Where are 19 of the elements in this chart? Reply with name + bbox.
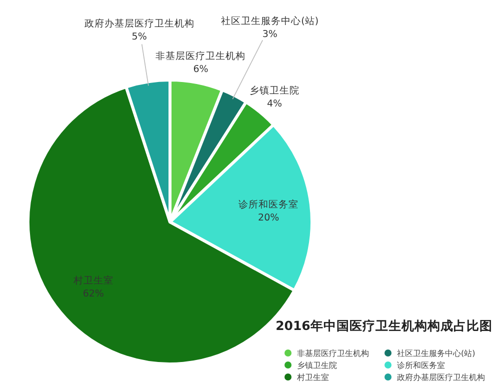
data-label: 4% <box>267 98 282 110</box>
slice-label: 社区卫生服务中心(站) <box>221 14 319 27</box>
legend-label: 村卫生室 <box>296 373 329 382</box>
data-label: 5% <box>132 31 147 42</box>
slice-label: 政府办基层医疗卫生机构 <box>84 17 194 30</box>
legend-label: 乡镇卫生院 <box>297 361 337 370</box>
text: 2016年中国医疗卫生机构构成占比图 <box>276 318 492 333</box>
slice-label: 乡镇卫生院 <box>250 84 300 97</box>
slice-label: 诊所和医务室 <box>238 198 299 211</box>
data-label: 20% <box>258 212 280 224</box>
data-label: 6% <box>193 64 208 75</box>
data-label: 3% <box>262 28 278 40</box>
legend-label: 社区卫生服务中心(站) <box>397 349 476 358</box>
data-label: 62% <box>82 288 104 300</box>
slice-label: 村卫生室 <box>72 274 114 286</box>
legend-label: 诊所和医务室 <box>397 361 445 370</box>
slice-label: 非基层医疗卫生机构 <box>156 50 246 62</box>
legend-label: 非基层医疗卫生机构 <box>297 349 369 358</box>
legend-label: 政府办基层医疗卫生机构 <box>397 373 485 382</box>
